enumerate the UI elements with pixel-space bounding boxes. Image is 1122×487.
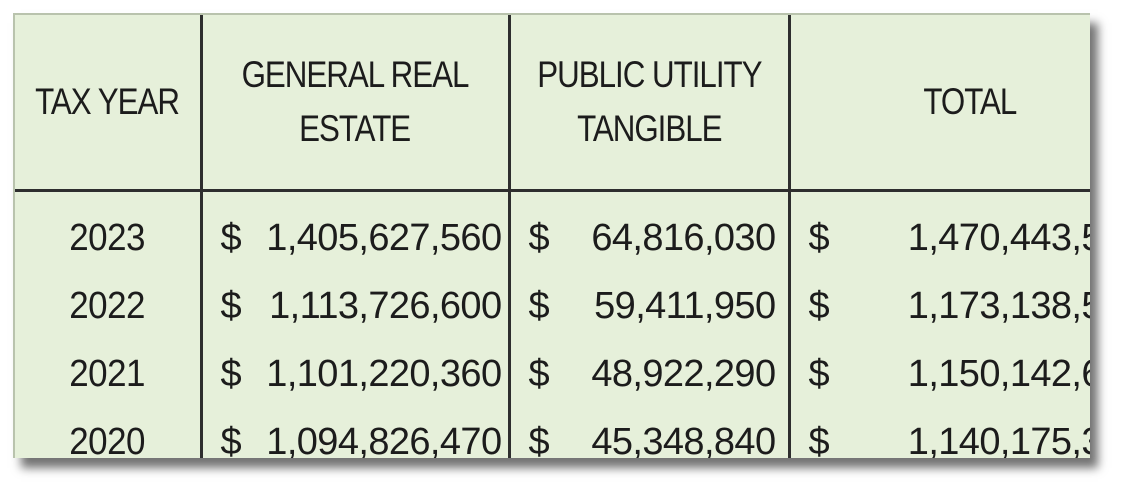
total-value: 1,140,175,310	[907, 420, 1090, 459]
currency-symbol: $	[528, 420, 550, 459]
table-row: 2020 $1,094,826,470 $45,348,840 $1,140,1…	[15, 408, 1090, 458]
table-row: 2023 $1,405,627,560 $64,816,030 $1,470,4…	[15, 190, 1090, 273]
total-value: 1,470,443,590	[907, 216, 1090, 259]
header-public-utility-line-2: TANGIBLE	[576, 108, 722, 149]
currency-symbol: $	[220, 352, 242, 395]
table-row: 2022 $1,113,726,600 $59,411,950 $1,173,1…	[15, 272, 1090, 340]
cell-total: $1,173,138,550	[787, 272, 1090, 340]
cell-public-utility-tangible: $45,348,840	[507, 408, 789, 459]
currency-symbol: $	[808, 216, 830, 259]
cell-public-utility-tangible: $48,922,290	[507, 340, 789, 408]
year-value: 2021	[69, 352, 146, 395]
public-utility-tangible-value: 59,411,950	[594, 284, 776, 327]
header-general-real-estate-line-1: GENERAL REAL	[241, 54, 470, 95]
header-general-real-estate-line-2: ESTATE	[299, 108, 411, 149]
currency-symbol: $	[808, 284, 830, 327]
general-real-estate-value: 1,113,726,600	[269, 284, 502, 327]
currency-symbol: $	[528, 352, 550, 395]
general-real-estate-value: 1,405,627,560	[266, 216, 502, 259]
currency-symbol: $	[808, 420, 830, 459]
header-public-utility-tangible: PUBLIC UTILITY TANGIBLE	[518, 15, 778, 192]
cell-public-utility-tangible: $64,816,030	[507, 190, 789, 272]
cell-year: 2023	[15, 191, 201, 273]
currency-symbol: $	[220, 284, 242, 327]
general-real-estate-value: 1,094,826,470	[266, 420, 502, 459]
public-utility-tangible-value: 45,348,840	[591, 420, 776, 459]
header-general-real-estate: GENERAL REAL ESTATE	[211, 15, 497, 192]
year-value: 2023	[69, 216, 146, 259]
year-value: 2022	[69, 284, 146, 327]
cell-general-real-estate: $1,113,726,600	[199, 272, 509, 340]
header-tax-year-label: TAX YEAR	[35, 81, 180, 122]
header-public-utility-line-1: PUBLIC UTILITY	[536, 54, 762, 95]
header-tax-year: TAX YEAR	[22, 15, 194, 192]
table-row: 2021 $1,101,220,360 $48,922,290 $1,150,1…	[15, 340, 1090, 408]
currency-symbol: $	[528, 284, 550, 327]
tax-valuation-table-image: TAX YEAR GENERAL REAL ESTATE PUBLIC UTIL…	[13, 13, 1090, 458]
cell-total: $1,470,443,590	[787, 190, 1090, 272]
table-header: TAX YEAR GENERAL REAL ESTATE PUBLIC UTIL…	[15, 15, 1090, 192]
cell-total: $1,150,142,650	[787, 340, 1090, 408]
year-value: 2020	[69, 420, 146, 459]
general-real-estate-value: 1,101,220,360	[266, 352, 502, 395]
cell-year: 2020	[15, 408, 201, 459]
cell-total: $1,140,175,310	[787, 408, 1090, 459]
total-value: 1,150,142,650	[907, 352, 1090, 395]
header-row: TAX YEAR GENERAL REAL ESTATE PUBLIC UTIL…	[15, 15, 1090, 192]
total-value: 1,173,138,550	[907, 284, 1090, 327]
cell-year: 2021	[15, 340, 201, 408]
currency-symbol: $	[220, 216, 242, 259]
public-utility-tangible-value: 64,816,030	[591, 216, 776, 259]
table-body: 2023 $1,405,627,560 $64,816,030 $1,470,4…	[15, 190, 1090, 458]
header-total-label: TOTAL	[923, 81, 1017, 122]
cell-year: 2022	[15, 272, 201, 340]
currency-symbol: $	[220, 420, 242, 459]
currency-symbol: $	[808, 352, 830, 395]
cell-general-real-estate: $1,405,627,560	[199, 190, 509, 272]
cell-general-real-estate: $1,101,220,360	[199, 340, 509, 408]
cell-general-real-estate: $1,094,826,470	[199, 408, 509, 459]
header-total: TOTAL	[802, 15, 1090, 192]
public-utility-tangible-value: 48,922,290	[591, 352, 776, 395]
currency-symbol: $	[528, 216, 550, 259]
tax-valuation-table: TAX YEAR GENERAL REAL ESTATE PUBLIC UTIL…	[15, 15, 1090, 458]
cell-public-utility-tangible: $59,411,950	[507, 272, 789, 340]
